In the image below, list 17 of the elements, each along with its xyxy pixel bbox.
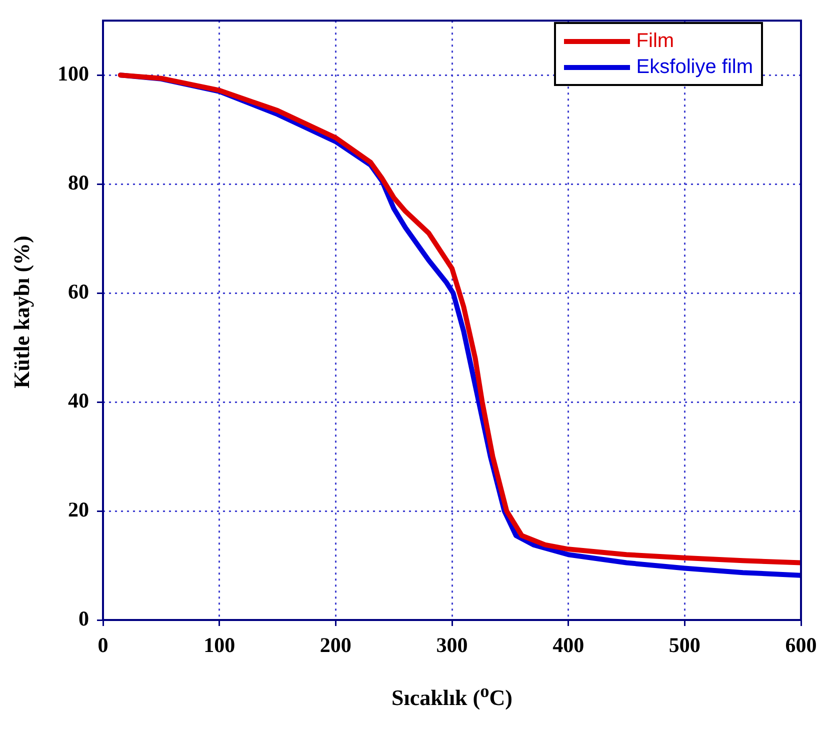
- x-tick-label: 500: [668, 633, 700, 658]
- y-tick-label: 80: [68, 170, 89, 194]
- x-axis-title: Sıcaklık ($^{o}$C): [391, 680, 513, 712]
- x-tick-label: 600: [785, 633, 817, 658]
- y-tick-label: 60: [68, 279, 89, 304]
- x-tick-label: 300: [436, 633, 468, 658]
- legend-label: Film: [636, 30, 674, 52]
- x-tick-label: 0: [98, 633, 108, 658]
- legend-label: Eksfoliye film: [636, 56, 753, 78]
- y-tick-label: 20: [68, 497, 89, 522]
- y-tick-label: 100: [58, 62, 89, 86]
- x-tick-label: 200: [320, 633, 352, 658]
- y-tick-label: 40: [68, 388, 89, 412]
- y-tick-label: 0: [78, 606, 89, 630]
- x-tick-label: 100: [204, 633, 236, 658]
- x-tick-label: 400: [552, 633, 584, 658]
- y-axis-title: Kütle kaybı (%): [9, 236, 35, 388]
